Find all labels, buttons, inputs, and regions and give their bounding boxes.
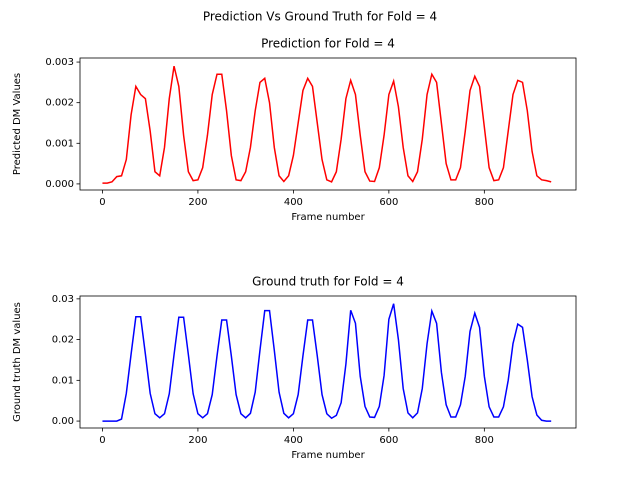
axes-title: Prediction for Fold = 4 <box>261 37 395 51</box>
axes-frame <box>79 57 577 191</box>
axes-frame <box>79 295 577 429</box>
x-tick-label: 0 <box>99 197 105 208</box>
y-axis-label: Predicted DM Values <box>12 73 23 175</box>
y-tick-label: 0.03 <box>52 294 74 305</box>
x-tick-label: 400 <box>284 435 303 446</box>
y-tick-label: 0.02 <box>52 335 74 346</box>
y-tick-label: 0.00 <box>52 416 74 427</box>
x-tick-label: 200 <box>188 197 207 208</box>
x-tick-label: 600 <box>379 435 398 446</box>
data-line <box>102 303 552 422</box>
x-tick-label: 800 <box>475 435 494 446</box>
x-tick-label: 800 <box>475 197 494 208</box>
x-tick-label: 200 <box>188 435 207 446</box>
y-tick-label: 0.000 <box>45 179 74 190</box>
y-tick-label: 0.001 <box>45 138 74 149</box>
x-tick-label: 400 <box>284 197 303 208</box>
y-axis-label: Ground truth DM values <box>12 302 23 422</box>
x-tick-label: 600 <box>379 197 398 208</box>
y-tick-label: 0.01 <box>52 375 74 386</box>
data-line <box>102 65 552 184</box>
y-tick-label: 0.003 <box>45 57 74 68</box>
x-tick-label: 0 <box>99 435 105 446</box>
x-axis-label: Frame number <box>291 212 365 223</box>
x-axis-label: Frame number <box>291 450 365 461</box>
y-tick-label: 0.002 <box>45 98 74 109</box>
axes-title: Ground truth for Fold = 4 <box>252 275 404 289</box>
figure-title: Prediction Vs Ground Truth for Fold = 4 <box>203 10 437 24</box>
